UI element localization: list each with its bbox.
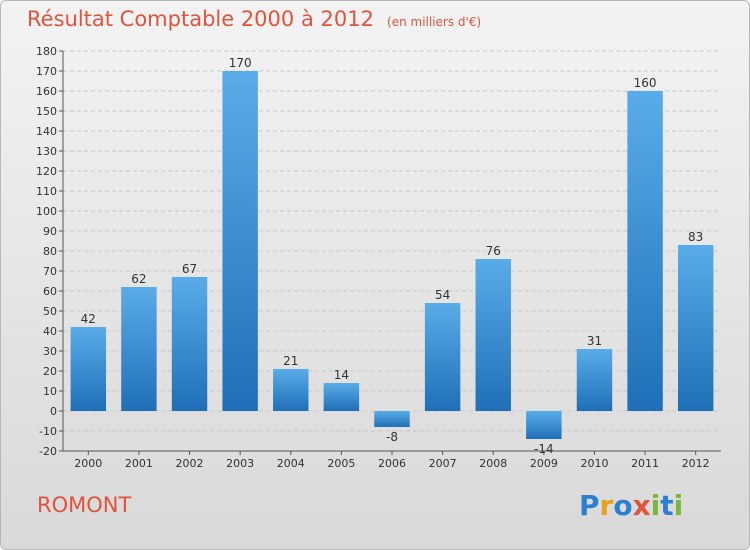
y-tick-label: 160 [36, 85, 57, 98]
chart-subtitle: (en milliers d'€) [387, 15, 482, 29]
y-tick-label: 180 [36, 45, 57, 58]
y-tick-label: 60 [43, 285, 57, 298]
x-tick-label-2006: 2006 [378, 457, 406, 470]
value-label-2008: 76 [486, 244, 501, 258]
y-tick-label: 80 [43, 245, 57, 258]
bar-2007 [424, 303, 461, 411]
bar-2000 [70, 327, 107, 411]
x-tick-label-2008: 2008 [479, 457, 507, 470]
bar-2012 [677, 245, 714, 411]
value-label-2010: 31 [587, 334, 602, 348]
chart-title-block: Résultat Comptable 2000 à 2012 (en milli… [27, 7, 481, 31]
bar-2001 [121, 287, 157, 411]
value-label-2004: 21 [283, 354, 298, 368]
logo-letter: r [599, 489, 614, 522]
x-tick-label-2005: 2005 [327, 457, 355, 470]
x-tick-label-2011: 2011 [631, 457, 659, 470]
value-label-2011: 160 [634, 76, 657, 90]
bar-2003 [222, 71, 258, 411]
y-tick-label: -20 [39, 445, 57, 458]
y-tick-label: -10 [39, 425, 57, 438]
y-tick-label: 20 [43, 365, 57, 378]
x-tick-label-2003: 2003 [226, 457, 254, 470]
x-tick-label-2002: 2002 [176, 457, 204, 470]
city-name: ROMONT [37, 493, 132, 517]
x-tick-label-2012: 2012 [682, 457, 710, 470]
x-tick-label-2001: 2001 [125, 457, 153, 470]
logo-letter: t [660, 489, 674, 522]
bar-2009 [526, 411, 562, 439]
x-tick-label-2009: 2009 [530, 457, 558, 470]
value-label-2006: -8 [386, 430, 398, 444]
logo-letter: o [613, 489, 633, 522]
value-label-2000: 42 [81, 312, 96, 326]
value-label-2007: 54 [435, 288, 450, 302]
bar-2008 [475, 259, 511, 411]
y-tick-label: 10 [43, 385, 57, 398]
y-tick-label: 40 [43, 325, 57, 338]
value-label-2009: -14 [534, 442, 554, 456]
bar-2011 [627, 91, 663, 411]
y-tick-label: 50 [43, 305, 57, 318]
proxiti-logo[interactable]: Proxiti [579, 489, 683, 522]
bar-2004 [273, 369, 309, 411]
y-tick-label: 30 [43, 345, 57, 358]
logo-letter: x [632, 489, 651, 522]
x-tick-label-2000: 2000 [74, 457, 102, 470]
y-tick-label: 150 [36, 105, 57, 118]
x-tick-label-2004: 2004 [277, 457, 305, 470]
bar-2002 [171, 277, 208, 411]
bar-2005 [323, 383, 360, 411]
y-tick-label: 120 [36, 165, 57, 178]
y-tick-label: 140 [36, 125, 57, 138]
y-tick-label: 70 [43, 265, 57, 278]
value-label-2002: 67 [182, 262, 197, 276]
y-tick-label: 90 [43, 225, 57, 238]
value-label-2012: 83 [688, 230, 703, 244]
chart-title: Résultat Comptable 2000 à 2012 [27, 7, 374, 31]
y-tick-label: 100 [36, 205, 57, 218]
bar-2006 [374, 411, 410, 427]
y-tick-label: 170 [36, 65, 57, 78]
logo-letter: i [650, 489, 661, 522]
y-tick-label: 0 [50, 405, 57, 418]
value-label-2001: 62 [131, 272, 146, 286]
value-label-2003: 170 [229, 56, 252, 70]
x-tick-label-2007: 2007 [429, 457, 457, 470]
y-tick-label: 110 [36, 185, 57, 198]
value-label-2005: 14 [334, 368, 349, 382]
logo-letter: P [579, 489, 600, 522]
x-tick-label-2010: 2010 [580, 457, 608, 470]
bar-2010 [576, 349, 613, 411]
y-tick-label: 130 [36, 145, 57, 158]
logo-letter: i [673, 489, 684, 522]
